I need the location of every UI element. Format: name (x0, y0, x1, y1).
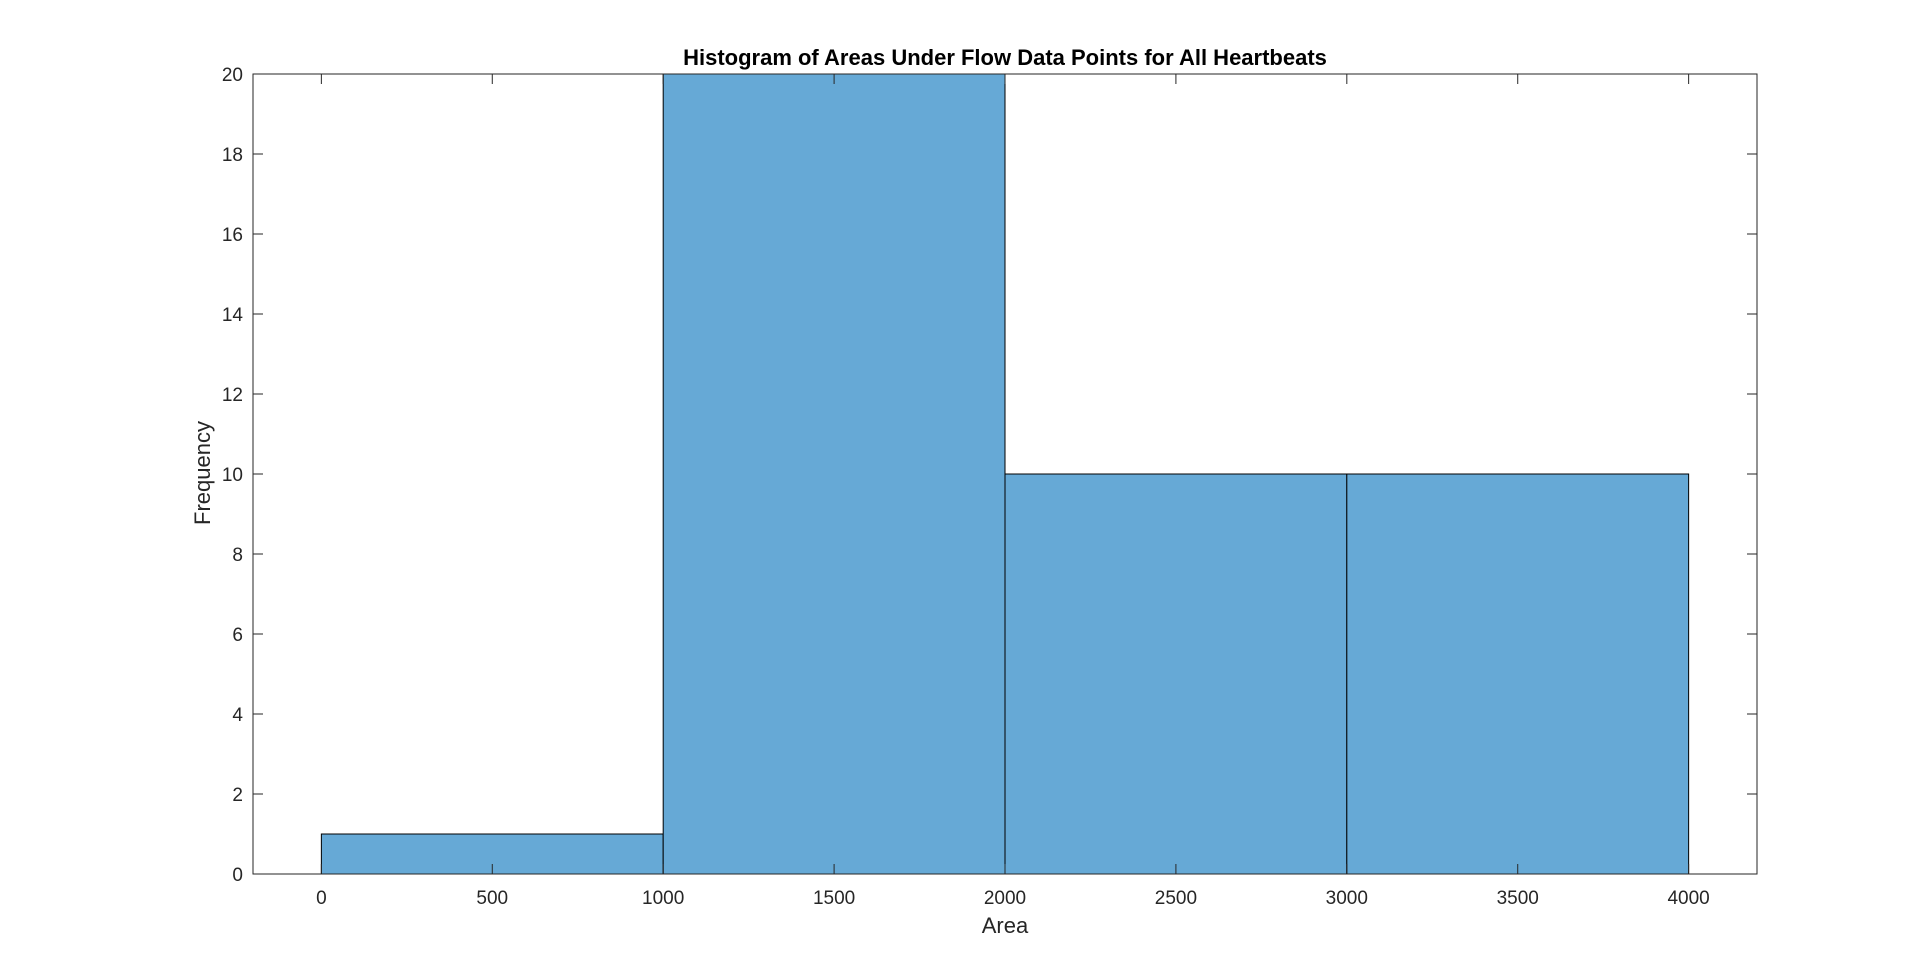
x-tick-label: 500 (476, 888, 508, 909)
x-tick-label: 1500 (813, 888, 855, 909)
y-tick-label: 6 (232, 625, 243, 646)
y-tick-label: 16 (222, 225, 243, 246)
bars-layer (320, 73, 1690, 875)
x-tick-label: 2500 (1155, 888, 1197, 909)
y-axis-label: Frequency (190, 421, 215, 525)
y-tick-label: 18 (222, 145, 243, 166)
histogram-bar (662, 73, 1006, 875)
y-tick-label: 20 (222, 65, 243, 86)
x-tick-label: 0 (316, 888, 327, 909)
histogram-bar (1004, 473, 1348, 875)
tick-labels-layer: 0 500 1000 1500 2000 2500 3000 3500 4000 0 2 4 6 8 10 1… (222, 65, 1710, 909)
chart-title: Histogram of Areas Under Flow Data Point… (683, 45, 1327, 70)
x-tick-label: 1000 (642, 888, 684, 909)
y-tick-label: 4 (232, 705, 243, 726)
y-tick-label: 0 (232, 865, 243, 886)
x-tick-label: 2000 (984, 888, 1026, 909)
x-axis-label: Area (982, 913, 1029, 938)
x-tick-label: 3000 (1326, 888, 1368, 909)
histogram-bar (1346, 473, 1690, 875)
y-tick-label: 2 (232, 785, 243, 806)
y-tick-label: 10 (222, 465, 243, 486)
y-tick-label: 8 (232, 545, 243, 566)
y-tick-label: 14 (222, 305, 244, 326)
ticks-layer (253, 73, 1757, 875)
x-tick-label: 4000 (1667, 888, 1709, 909)
y-tick-label: 12 (222, 385, 243, 406)
x-tick-label: 3500 (1497, 888, 1539, 909)
